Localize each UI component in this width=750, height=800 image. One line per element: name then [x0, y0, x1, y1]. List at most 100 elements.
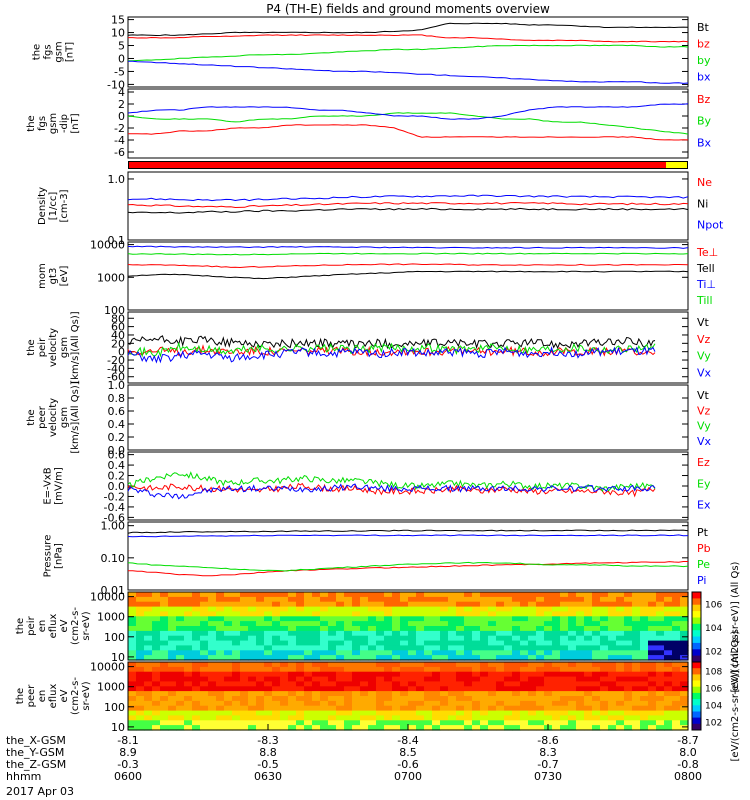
x-axis-row-label: the_X-GSM [6, 734, 66, 747]
y-axis-label: peir [37, 337, 48, 357]
panel-4 [127, 241, 689, 311]
y-axis-label: gsm [59, 337, 70, 358]
series-line-Till [127, 252, 689, 256]
y-tick-label: 100 [104, 701, 125, 714]
x-axis-row-label: the_Y-GSM [6, 746, 64, 759]
y-tick-label: 10 [111, 27, 125, 40]
x-axis-value: -8.1 [117, 734, 138, 747]
y-axis-label: [eV] [59, 266, 70, 287]
series-line-By [127, 112, 689, 135]
quality-flag-bar [128, 161, 688, 169]
y-tick-label: 100 [104, 304, 125, 317]
y-tick-label: 1000 [97, 681, 125, 694]
series-line-bz [128, 34, 689, 43]
y-axis-label: the [26, 409, 37, 425]
y-axis-label: the [26, 115, 37, 131]
series-line-Pb [127, 561, 688, 577]
series-line-bx [128, 60, 689, 84]
legend-Ez: Ez [697, 456, 710, 469]
y-axis-label: -dip [59, 114, 70, 133]
x-axis-value: 8.8 [259, 746, 277, 759]
y-tick-label: 2 [118, 98, 125, 111]
x-axis-value: -0.3 [117, 758, 138, 771]
y-axis-label: eflux [48, 614, 59, 639]
y-axis-label: E=-VxB [43, 467, 54, 504]
y-tick-label: 60 [111, 321, 125, 334]
x-axis-value: 0630 [254, 770, 282, 783]
y-tick-label: 10000 [90, 239, 125, 252]
y-axis-label: [km/s](All Qs)] [70, 381, 81, 453]
y-tick-label: 80 [111, 312, 125, 325]
legend-Vy: Vy [697, 350, 711, 363]
y-tick-label: 10000 [90, 591, 125, 604]
y-axis-label: [nT] [70, 113, 81, 133]
y-tick-label: -6 [114, 146, 125, 159]
y-axis-label: the [15, 688, 26, 704]
series-line-Ti⊥ [127, 245, 689, 249]
y-tick-label: 1.0 [108, 379, 126, 392]
y-tick-label: 10 [111, 651, 125, 664]
x-axis-value: -0.6 [397, 758, 418, 771]
y-axis-label: velocity [48, 328, 59, 367]
panel-2 [127, 88, 689, 159]
series-line-Te⊥ [127, 263, 689, 269]
legend-Bt: Bt [697, 21, 710, 34]
x-axis-value: -8.4 [397, 734, 418, 747]
y-axis-label: fgs [43, 44, 54, 59]
legend-Pb: Pb [697, 542, 711, 555]
series-line-Ez [127, 482, 656, 498]
y-axis-label: eV [59, 619, 70, 632]
y-tick-label: 100 [104, 631, 125, 644]
y-tick-label: 1.0 [108, 173, 126, 186]
x-axis-value: 0730 [534, 770, 562, 783]
legend-Ni: Ni [697, 197, 708, 210]
series-line-Tell [127, 270, 689, 280]
legend-Vz: Vz [697, 404, 711, 417]
y-tick-label: -0.4 [104, 501, 125, 514]
colorbar-tick: 108 [705, 668, 722, 678]
x-axis-date: 2017 Apr 03 [6, 785, 74, 798]
y-tick-label: 0.0 [108, 480, 126, 493]
legend-Tell: Tell [696, 262, 715, 275]
panel-1 [127, 16, 689, 88]
y-axis-label: [mV/m] [54, 467, 65, 505]
y-tick-label: 4 [118, 86, 125, 99]
y-tick-label: 0.1 [108, 234, 126, 247]
y-tick-label: 10 [111, 721, 125, 734]
x-axis-value: 0800 [674, 770, 702, 783]
colorbar-tick: 102 [705, 647, 722, 657]
series-line-Vt [127, 335, 656, 350]
y-tick-label: 0 [118, 52, 125, 65]
y-axis-label: fgs [37, 116, 48, 131]
y-axis-label: the [32, 44, 43, 60]
y-axis-label: Density [37, 187, 48, 225]
series-line-Ni [127, 207, 689, 214]
colorbar-label: [eV/(cm2-s-sr-eV)] (All Qs) [730, 561, 741, 692]
y-tick-label: -10 [107, 78, 125, 91]
panel-7 [127, 451, 689, 521]
panel-3 [127, 171, 689, 241]
y-axis-label: the [15, 618, 26, 634]
legend-Ti⊥: Ti⊥ [696, 278, 716, 291]
y-axis-label: velocity [48, 398, 59, 437]
y-axis-label: peir [26, 615, 37, 635]
series-line-Vx [127, 346, 656, 364]
colorbar-tick: 104 [705, 624, 722, 634]
series-line-Vy [127, 341, 656, 358]
series-line-Bz [127, 124, 689, 141]
legend-Vx: Vx [697, 366, 712, 379]
y-axis-label: (cm2-s- [70, 677, 81, 715]
y-tick-label: 0.2 [108, 431, 126, 444]
y-axis-label: [1/cc] [48, 192, 59, 221]
y-tick-label: 0.6 [108, 449, 126, 462]
series-line-Bx [127, 103, 689, 120]
legend-Te⊥: Te⊥ [696, 246, 718, 259]
legend-Bz: Bz [697, 93, 711, 106]
y-tick-label: 0.0 [108, 444, 126, 457]
x-axis-value: -0.7 [537, 758, 558, 771]
y-tick-label: -60 [107, 371, 125, 384]
x-axis-value: 8.0 [679, 746, 697, 759]
legend-Pt: Pt [697, 526, 709, 539]
legend-Ex: Ex [697, 499, 711, 512]
legend-Vz: Vz [697, 333, 711, 346]
